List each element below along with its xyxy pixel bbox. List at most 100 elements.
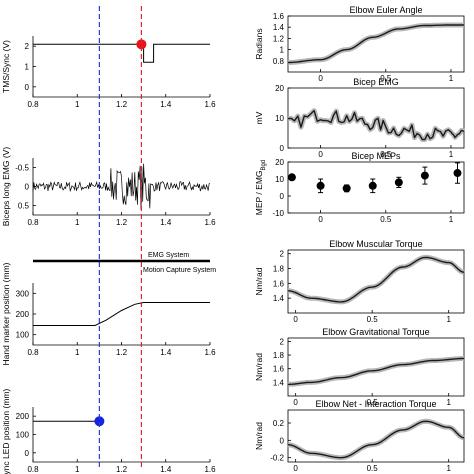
- chart-title: Elbow Net - Interaction Torque: [316, 399, 437, 409]
- x-tick-label: 1: [75, 218, 80, 227]
- series-line: [287, 256, 465, 303]
- series-line: [287, 357, 464, 386]
- chart-title: Elbow Muscular Torque: [329, 239, 422, 249]
- y-axis-label: Nm/rad: [254, 267, 264, 295]
- data-point: [453, 169, 462, 178]
- y-tick-label: 10: [275, 175, 284, 184]
- y-tick-label: 2: [280, 337, 285, 346]
- y-tick-label: 1.2: [273, 34, 285, 43]
- x-tick-label: 1: [449, 215, 454, 224]
- y-tick-label: 1.4: [273, 294, 285, 303]
- y-tick-label: 1.6: [273, 12, 285, 21]
- data-point: [342, 184, 351, 193]
- x-tick-label: 0.8: [27, 465, 39, 474]
- x-tick-label: 1.6: [204, 348, 216, 357]
- y-axis-label: MEP / EMGBgd: [254, 160, 267, 215]
- x-tick-label: 0: [318, 74, 323, 83]
- sync-marker-dot: [94, 416, 105, 427]
- x-tick-label: 0.8: [27, 218, 39, 227]
- x-tick-label: 1: [75, 465, 80, 474]
- y-tick-label: 20: [275, 84, 284, 93]
- axes-sync-led: [32, 407, 210, 463]
- x-tick-label: 0: [318, 215, 323, 224]
- plot-box: [287, 15, 465, 73]
- y-axis-label: TMS/Sync (V): [1, 40, 11, 93]
- y-tick-label: 100: [16, 331, 30, 340]
- chart-title: Bicep MEPs: [351, 151, 401, 161]
- y-tick-label: -0.5: [15, 164, 29, 173]
- x-tick-label: 1.6: [204, 465, 216, 474]
- system-bar-top-label: EMG System: [148, 252, 189, 259]
- system-bar-bottom-label: Motion Capture System: [143, 267, 216, 274]
- x-tick-label: 1: [446, 315, 451, 324]
- plot-box: [287, 161, 465, 214]
- data-point: [316, 181, 325, 190]
- y-tick-label: 20: [275, 158, 284, 167]
- y-tick-label: 0.2: [273, 419, 285, 428]
- series-line: [287, 24, 464, 64]
- y-axis-label: mV: [254, 111, 264, 124]
- x-tick-label: 1.2: [116, 100, 128, 109]
- x-tick-label: 1.4: [160, 348, 172, 357]
- x-tick-label: 1.4: [160, 100, 172, 109]
- x-tick-label: 1: [75, 100, 80, 109]
- chart-title: Elbow Euler Angle: [349, 5, 422, 15]
- y-tick-label: 1.4: [273, 23, 285, 32]
- y-tick-label: 200: [16, 412, 30, 421]
- data-point: [420, 171, 429, 180]
- y-tick-label: -0.2: [270, 454, 284, 463]
- chart-title: Bicep EMG: [353, 77, 399, 87]
- x-tick-label: 0: [293, 398, 298, 407]
- y-tick-label: 0: [280, 144, 285, 153]
- x-tick-label: 0: [318, 150, 323, 159]
- series-line: [287, 420, 465, 459]
- x-tick-label: 0: [293, 315, 298, 324]
- series-band: [287, 22, 466, 65]
- plot-box: [287, 337, 465, 397]
- y-tick-label: 1.6: [273, 279, 285, 288]
- y-tick-label: 1.6: [273, 365, 285, 374]
- data-point: [394, 178, 403, 187]
- x-tick-label: 1: [446, 464, 451, 473]
- y-tick-label: 2: [25, 42, 30, 51]
- series-band: [287, 356, 464, 387]
- y-axis-label: Nm/rad: [254, 353, 264, 381]
- y-tick-label: 0: [280, 192, 285, 201]
- x-tick-label: 0.5: [367, 315, 379, 324]
- chart-title: Elbow Gravitational Torque: [322, 327, 429, 337]
- y-tick-label: 300: [16, 289, 30, 298]
- sync-marker-dot: [136, 39, 147, 50]
- x-tick-label: 0.5: [380, 150, 392, 159]
- y-tick-label: 1.4: [273, 378, 285, 387]
- y-tick-label: 0: [25, 449, 30, 458]
- x-tick-label: 0.5: [367, 464, 379, 473]
- y-tick-label: -10: [272, 209, 284, 218]
- trace-tms-sync: [33, 43, 210, 63]
- y-tick-label: 0.5: [18, 202, 30, 211]
- y-tick-label: 1: [25, 63, 30, 72]
- x-tick-label: 0.8: [27, 100, 39, 109]
- y-axis-label: Nm/rad: [254, 422, 264, 450]
- x-tick-label: 1.6: [204, 218, 216, 227]
- x-tick-label: 1: [449, 74, 454, 83]
- x-tick-label: 1.6: [204, 100, 216, 109]
- y-tick-label: 1.8: [273, 351, 285, 360]
- y-tick-label: 0: [25, 83, 30, 92]
- x-tick-label: 0: [293, 464, 298, 473]
- axes-tms-sync: [32, 36, 210, 98]
- y-axis-label: Hand marker position (mm): [1, 262, 11, 365]
- y-tick-label: 200: [16, 310, 30, 319]
- x-tick-label: 0.5: [380, 215, 392, 224]
- y-axis-label: Biceps long EMG (V): [1, 147, 11, 227]
- y-tick-label: 10: [275, 114, 284, 123]
- y-tick-label: 100: [16, 431, 30, 440]
- plot-box: [287, 249, 465, 314]
- data-point: [368, 181, 377, 190]
- x-tick-label: 1: [75, 348, 80, 357]
- x-tick-label: 1.2: [116, 465, 128, 474]
- x-tick-label: 1.2: [116, 218, 128, 227]
- x-tick-label: 1.4: [160, 218, 172, 227]
- y-tick-label: 0.8: [273, 57, 285, 66]
- y-axis-label-subscript: Bgd: [261, 160, 267, 171]
- series-band: [287, 254, 465, 305]
